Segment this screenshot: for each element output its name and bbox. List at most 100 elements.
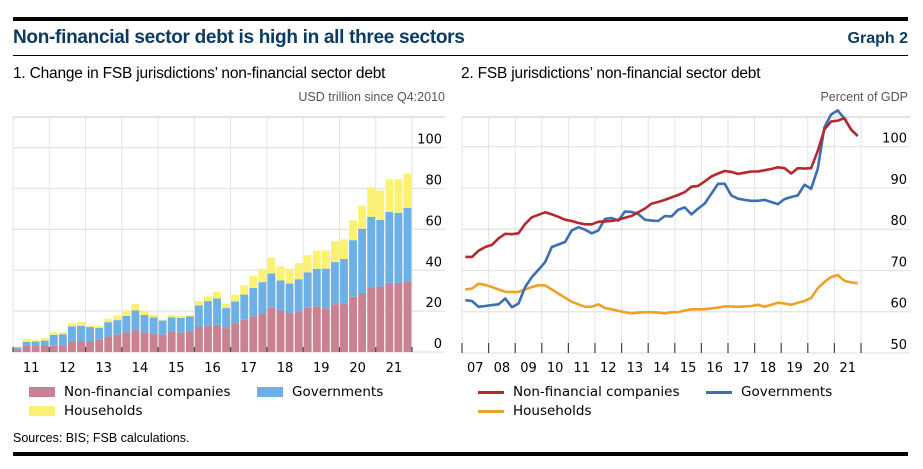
bar-nfc: [95, 339, 104, 352]
panel1-unit-label: USD trillion since Q4:2010: [298, 90, 445, 104]
x-tick-label: 11: [573, 361, 590, 376]
bar-gov: [240, 294, 249, 320]
bar-gov: [321, 268, 330, 309]
bar-nfc: [204, 325, 212, 352]
x-tick-label: 12: [59, 361, 76, 376]
bar-gov: [40, 340, 49, 346]
y-tick-label: 100: [882, 132, 907, 147]
x-tick-label: 16: [204, 361, 221, 376]
line-series-nfc: [465, 116, 859, 259]
bar-gov: [303, 272, 312, 308]
bar-gov: [86, 327, 95, 341]
bar-gov: [267, 273, 276, 308]
bar-gov: [77, 325, 85, 341]
bar-nfc: [240, 319, 249, 352]
bar-nfc: [222, 328, 231, 352]
bar-nfc: [340, 303, 348, 352]
bar-nfc: [231, 324, 240, 352]
title-rule: [13, 55, 908, 56]
bar-nfc: [167, 331, 176, 352]
legend-label: Non-financial companies: [513, 384, 680, 400]
bar-hh: [158, 319, 167, 321]
bar-gov: [104, 322, 113, 337]
panel2-unit-label: Percent of GDP: [820, 90, 908, 104]
bar-gov: [113, 320, 122, 335]
panel2-title: 2. FSB jurisdictions’ non-financial sect…: [461, 65, 761, 82]
legend-item-hh-line: Households: [478, 403, 591, 419]
bar-gov: [367, 216, 376, 288]
bar-gov: [222, 308, 231, 329]
bar-hh: [167, 314, 176, 318]
bar-hh: [312, 250, 321, 269]
bar-gov: [403, 207, 412, 282]
bar-hh: [49, 332, 58, 335]
graph-number: Graph 2: [847, 30, 908, 47]
bar-nfc: [367, 287, 376, 352]
x-tick-label: 09: [520, 361, 537, 376]
bar-hh: [285, 268, 294, 284]
bar-gov: [149, 317, 158, 334]
bar-gov: [58, 334, 67, 346]
bar-hh: [321, 250, 330, 269]
bar-gov: [140, 315, 149, 333]
legend-label: Households: [64, 403, 143, 419]
bar-gov: [213, 298, 221, 325]
x-tick-label: 15: [680, 361, 697, 376]
bar-gov: [122, 315, 131, 333]
bar-nfc: [86, 340, 95, 352]
x-tick-label: 19: [313, 361, 330, 376]
bar-gov: [358, 228, 367, 293]
bar-gov: [204, 301, 212, 326]
x-tick-label: 18: [277, 361, 294, 376]
legend-item-nfc-line: Non-financial companies: [478, 384, 679, 400]
y-tick-label: 80: [890, 214, 907, 229]
y-tick-label: 70: [890, 255, 907, 270]
bar-gov: [95, 327, 104, 340]
bar-nfc: [249, 316, 258, 352]
y-tick-label: 60: [425, 214, 442, 229]
y-tick-label: 60: [890, 297, 907, 312]
x-tick-label: 17: [733, 361, 750, 376]
x-tick-label: 16: [706, 361, 723, 376]
bar-nfc: [358, 292, 367, 352]
panel1-title: 1. Change in FSB jurisdictions’ non-fina…: [13, 65, 386, 82]
bar-hh: [140, 310, 149, 316]
bar-nfc: [213, 324, 221, 352]
legend-swatch-gov: [257, 387, 283, 397]
legend-swatch-nfc: [29, 387, 55, 397]
bar-nfc: [49, 345, 58, 352]
bar-hh: [403, 173, 412, 208]
bar-nfc: [58, 345, 67, 352]
legend-swatch-hh: [29, 406, 55, 416]
bar-gov: [231, 301, 240, 325]
line-series-gov: [465, 109, 859, 309]
y-tick-label: 90: [890, 173, 907, 188]
legend-line-hh: [478, 409, 504, 413]
bar-nfc: [285, 312, 294, 352]
y-tick-label: 100: [417, 133, 442, 148]
bar-hh: [194, 301, 203, 306]
page-title: Non-financial sector debt is high in all…: [13, 27, 465, 48]
x-tick-label: 11: [23, 361, 40, 376]
x-tick-label: 21: [386, 361, 403, 376]
bar-nfc: [22, 345, 31, 352]
bar-nfc: [294, 311, 303, 352]
bar-nfc: [312, 306, 321, 352]
bar-hh: [294, 263, 303, 280]
x-tick-label: 21: [839, 361, 856, 376]
x-tick-label: 14: [653, 361, 670, 376]
bar-nfc: [113, 334, 122, 352]
x-tick-label: 20: [813, 361, 830, 376]
bar-hh: [303, 255, 312, 273]
bar-hh: [204, 296, 212, 302]
bar-nfc: [267, 307, 276, 352]
bar-gov: [31, 341, 40, 347]
bar-gov: [158, 320, 167, 335]
bar-hh: [104, 318, 113, 323]
bar-nfc: [140, 332, 149, 352]
panel2-line-chart: 50 60 70 80 90 100 07 08 09 10 11 12 13 14 15 16 17 18 19 2…: [461, 109, 910, 376]
bar-nfc: [158, 334, 167, 352]
bar-hh: [58, 332, 67, 335]
y-tick-label: 50: [890, 338, 907, 353]
bar-nfc: [77, 340, 85, 352]
